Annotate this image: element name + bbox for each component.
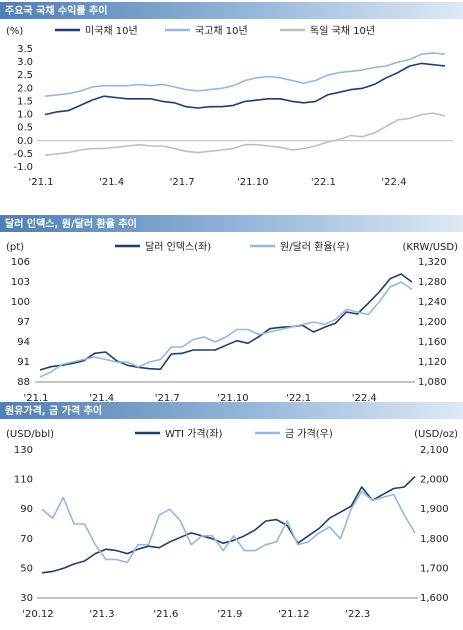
x-tick-label: '22.4 [381,177,406,188]
x-tick-label: '21.12 [278,609,309,620]
legend-label: 달러 인덱스(좌) [145,241,211,253]
y-tick-label: -1.0 [13,162,33,173]
x-tick-label: '22.1 [286,393,311,404]
header-bar [0,402,463,419]
y-tick-label: 70 [20,534,33,545]
legend-label: 독일 국채 10년 [310,25,375,37]
x-tick-label: '22.3 [345,609,370,620]
legend-label: 미국채 10년 [85,25,138,37]
series-line [44,62,446,116]
y-axis-label: (pt) [6,242,24,253]
legend-label: 국고채 10년 [195,25,248,37]
y-tick-label: 3.0 [17,57,33,68]
y2-tick-label: 1,900 [420,504,449,515]
y2-tick-label: 1,240 [418,297,447,308]
x-tick-label: '20.12 [22,609,53,620]
y-tick-label: 91 [17,357,30,368]
y2-tick-label: 1,280 [418,277,447,288]
x-tick-label: '21.1 [28,177,53,188]
x-tick-label: '21.10 [217,393,248,404]
y-tick-label: 0.5 [17,123,33,134]
y-tick-label: 0.0 [17,136,33,147]
legend-label: WTI 가격(좌) [165,427,223,440]
series-line [39,281,413,378]
series-line [44,112,446,156]
legend-label: 원/달러 환율(우) [280,241,350,253]
y-tick-label: 94 [17,337,30,348]
x-tick-label: '21.6 [153,609,178,620]
y-tick-label: 100 [11,297,30,308]
y2-tick-label: 2,100 [420,445,449,456]
y-tick-label: 50 [20,563,33,574]
y2-tick-label: 1,320 [418,257,447,268]
series-line [44,52,446,97]
x-tick-label: '21.1 [23,393,48,404]
chart-title: 원유가격, 금 가격 추이 [5,404,102,417]
y2-tick-label: 1,600 [420,593,449,604]
series-line [41,490,416,564]
y-tick-label: 90 [20,504,33,515]
y-axis-label: (USD/bbl) [6,429,54,440]
y-axis-label: (%) [6,26,23,37]
y-tick-label: 106 [11,257,30,268]
series-line [41,476,416,574]
y-tick-label: 103 [11,277,30,288]
y2-tick-label: 1,120 [418,357,447,368]
x-tick-label: '22.4 [352,393,377,404]
y-tick-label: 88 [17,377,30,388]
x-tick-label: '21.7 [155,393,180,404]
chart-title: 주요국 국채 수익률 추이 [5,4,107,17]
y-tick-label: 2.0 [17,83,33,94]
y2-axis-label: (KRW/USD) [402,242,458,253]
x-tick-label: '21.7 [170,177,195,188]
y-tick-label: 2.5 [17,70,33,81]
header-bar [0,2,463,19]
series-line [39,273,413,371]
y2-tick-label: 1,160 [418,337,447,348]
x-tick-label: '21.4 [99,177,124,188]
y2-tick-label: 2,000 [420,475,449,486]
x-tick-label: '21.4 [89,393,114,404]
y2-tick-label: 1,200 [418,317,447,328]
y-tick-label: 30 [20,593,33,604]
y2-tick-label: 1,700 [420,563,449,574]
x-tick-label: '21.3 [89,609,114,620]
x-tick-label: '21.10 [237,177,268,188]
x-tick-label: '22.1 [311,177,336,188]
header-bar [0,215,463,232]
y2-axis-label: (USD/oz) [414,429,458,440]
y-tick-label: 110 [14,475,33,486]
legend-label: 금 가격(우) [285,427,333,440]
y-tick-label: 97 [17,317,30,328]
y-tick-label: 1.0 [17,110,33,121]
chart-title: 달러 인덱스, 원/달러 환율 추이 [5,217,137,230]
y-tick-label: 1.5 [17,96,33,107]
y-tick-label: 3.5 [17,44,33,55]
x-tick-label: '21.9 [217,609,242,620]
y-tick-label: 130 [14,445,33,456]
y-tick-label: -0.5 [13,149,33,160]
y2-tick-label: 1,800 [420,534,449,545]
y2-tick-label: 1,080 [418,377,447,388]
